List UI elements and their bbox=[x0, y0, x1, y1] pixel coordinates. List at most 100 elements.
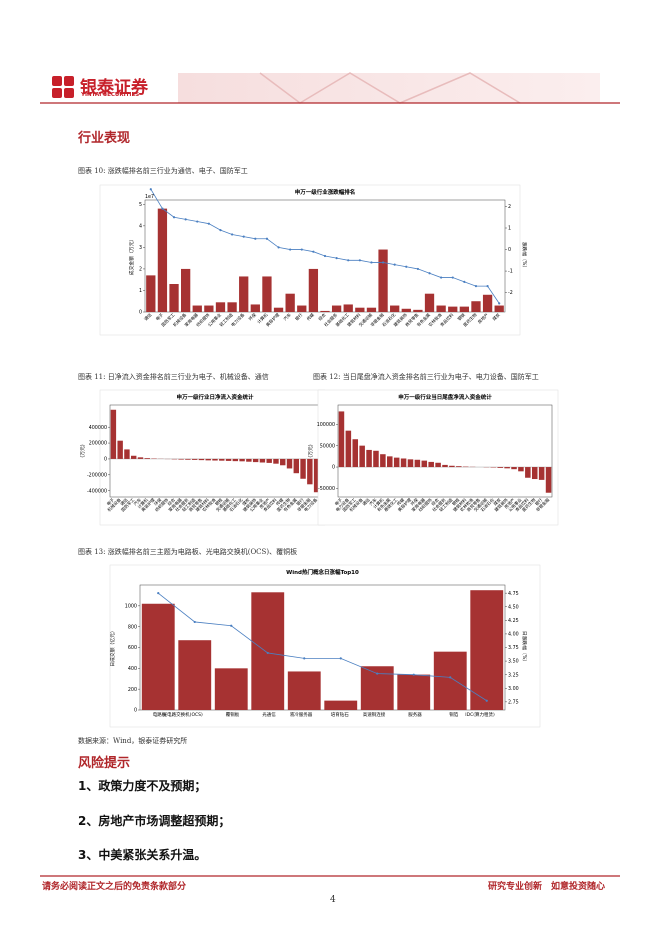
bar bbox=[293, 458, 299, 474]
y-tick-label: 200 bbox=[128, 687, 137, 693]
bar bbox=[331, 305, 342, 312]
bar bbox=[169, 284, 179, 312]
bar bbox=[373, 450, 379, 468]
x-tick-label: 银行 bbox=[295, 496, 306, 507]
y2-axis-label: 涨跌幅（%） bbox=[521, 242, 528, 271]
x-tick-label: 环保 bbox=[409, 496, 420, 507]
bar bbox=[144, 458, 150, 459]
line-point bbox=[149, 188, 152, 191]
line-series bbox=[158, 592, 487, 702]
bar bbox=[442, 464, 448, 468]
line-point bbox=[416, 267, 420, 271]
bar bbox=[117, 440, 123, 459]
bar bbox=[531, 467, 538, 480]
bar bbox=[324, 700, 358, 710]
bar bbox=[518, 467, 524, 472]
x-tick-label: 传媒 bbox=[274, 496, 285, 507]
x-tick-label: 环保 bbox=[152, 496, 163, 507]
bar bbox=[459, 306, 469, 312]
y-tick-label: 50000 bbox=[320, 443, 335, 449]
line-point bbox=[405, 265, 408, 268]
line-point bbox=[485, 699, 488, 702]
bar bbox=[482, 294, 493, 312]
x-tick-label: 汽车 bbox=[132, 496, 143, 507]
bar bbox=[146, 275, 156, 312]
x-tick-label: 光电路交换机(OCS) bbox=[163, 711, 203, 718]
bar bbox=[435, 462, 441, 468]
x-tick-label: 钢铁 bbox=[450, 496, 461, 507]
x-tick-label: 铜箔 bbox=[449, 711, 458, 718]
risk-item: 1、政策力度不及预期； bbox=[78, 779, 207, 793]
bar bbox=[232, 458, 239, 462]
bar bbox=[157, 208, 168, 312]
y-tick-label: -400000 bbox=[87, 488, 107, 494]
chart-title: 申万一级行业日净流入资金统计 bbox=[176, 393, 254, 401]
bar bbox=[320, 310, 330, 312]
x-tick-label: 覆铜板 bbox=[226, 711, 240, 718]
x-tick-label: 银行 bbox=[533, 496, 544, 507]
y2-tick-label: 0 bbox=[508, 247, 511, 253]
line-point bbox=[157, 592, 160, 595]
section-title: 风险提示 bbox=[78, 756, 131, 771]
bar bbox=[285, 293, 295, 312]
bar bbox=[297, 305, 307, 312]
footer-right: 研究专业创新 如意投资随心 bbox=[488, 882, 606, 892]
bar bbox=[400, 458, 407, 468]
x-tick-label: 汽车 bbox=[367, 496, 378, 507]
line-point bbox=[265, 237, 269, 240]
y-tick-label: 600 bbox=[128, 645, 137, 651]
y-tick-label: 3 bbox=[139, 245, 142, 251]
bar bbox=[252, 458, 259, 463]
bar bbox=[246, 458, 252, 462]
bar bbox=[131, 455, 137, 459]
bar bbox=[219, 458, 225, 461]
bar bbox=[390, 305, 400, 312]
bar bbox=[366, 307, 377, 312]
chart-title: 申万一级行业当日尾盘净流入资金统计 bbox=[398, 393, 492, 401]
x-tick-label: 服务器 bbox=[408, 711, 422, 718]
x-tick-label: 银行 bbox=[293, 311, 304, 322]
x-tick-label: 电子 bbox=[333, 496, 343, 506]
line-point bbox=[300, 248, 303, 251]
x-tick-label: 煤炭 bbox=[491, 311, 502, 322]
bar bbox=[343, 304, 353, 312]
bar bbox=[124, 449, 130, 459]
bar bbox=[178, 458, 184, 460]
y-axis-label: (万元) bbox=[308, 444, 314, 457]
line-point bbox=[161, 207, 164, 210]
bar bbox=[212, 458, 218, 461]
y2-tick-label: 3.25 bbox=[508, 672, 519, 678]
brand-en: YINTAI SECURITIES bbox=[81, 92, 140, 98]
brand: 银泰证券 bbox=[80, 78, 148, 98]
bar bbox=[239, 276, 249, 312]
y-tick-label: 0 bbox=[332, 465, 335, 471]
bar bbox=[215, 302, 226, 312]
y-tick-label: 400 bbox=[128, 666, 137, 672]
bar bbox=[470, 590, 504, 710]
bar bbox=[250, 304, 260, 312]
bar bbox=[421, 460, 428, 468]
y2-tick-label: -1 bbox=[508, 269, 513, 275]
y-tick-label: -200000 bbox=[87, 472, 107, 478]
line-point bbox=[312, 250, 315, 253]
line-point bbox=[172, 216, 176, 219]
bar bbox=[262, 276, 272, 312]
y-tick-label: -50000 bbox=[318, 486, 335, 492]
bar bbox=[266, 458, 272, 463]
bar bbox=[345, 430, 352, 468]
section-title: 行业表现 bbox=[78, 131, 131, 146]
line-point bbox=[289, 248, 292, 251]
bar bbox=[338, 411, 345, 468]
bar bbox=[227, 302, 237, 312]
bar bbox=[366, 449, 372, 468]
caption: 图表 11: 日净流入资金排名前三行业为电子、机械设备、通信 bbox=[78, 373, 269, 381]
bar bbox=[286, 458, 293, 469]
line-point bbox=[376, 672, 379, 675]
x-tick-label: 传媒 bbox=[305, 311, 316, 322]
y-axis-label: (万元) bbox=[80, 444, 86, 457]
bar bbox=[380, 454, 386, 468]
bar bbox=[538, 467, 545, 480]
bar bbox=[448, 306, 458, 312]
bar bbox=[273, 307, 284, 312]
